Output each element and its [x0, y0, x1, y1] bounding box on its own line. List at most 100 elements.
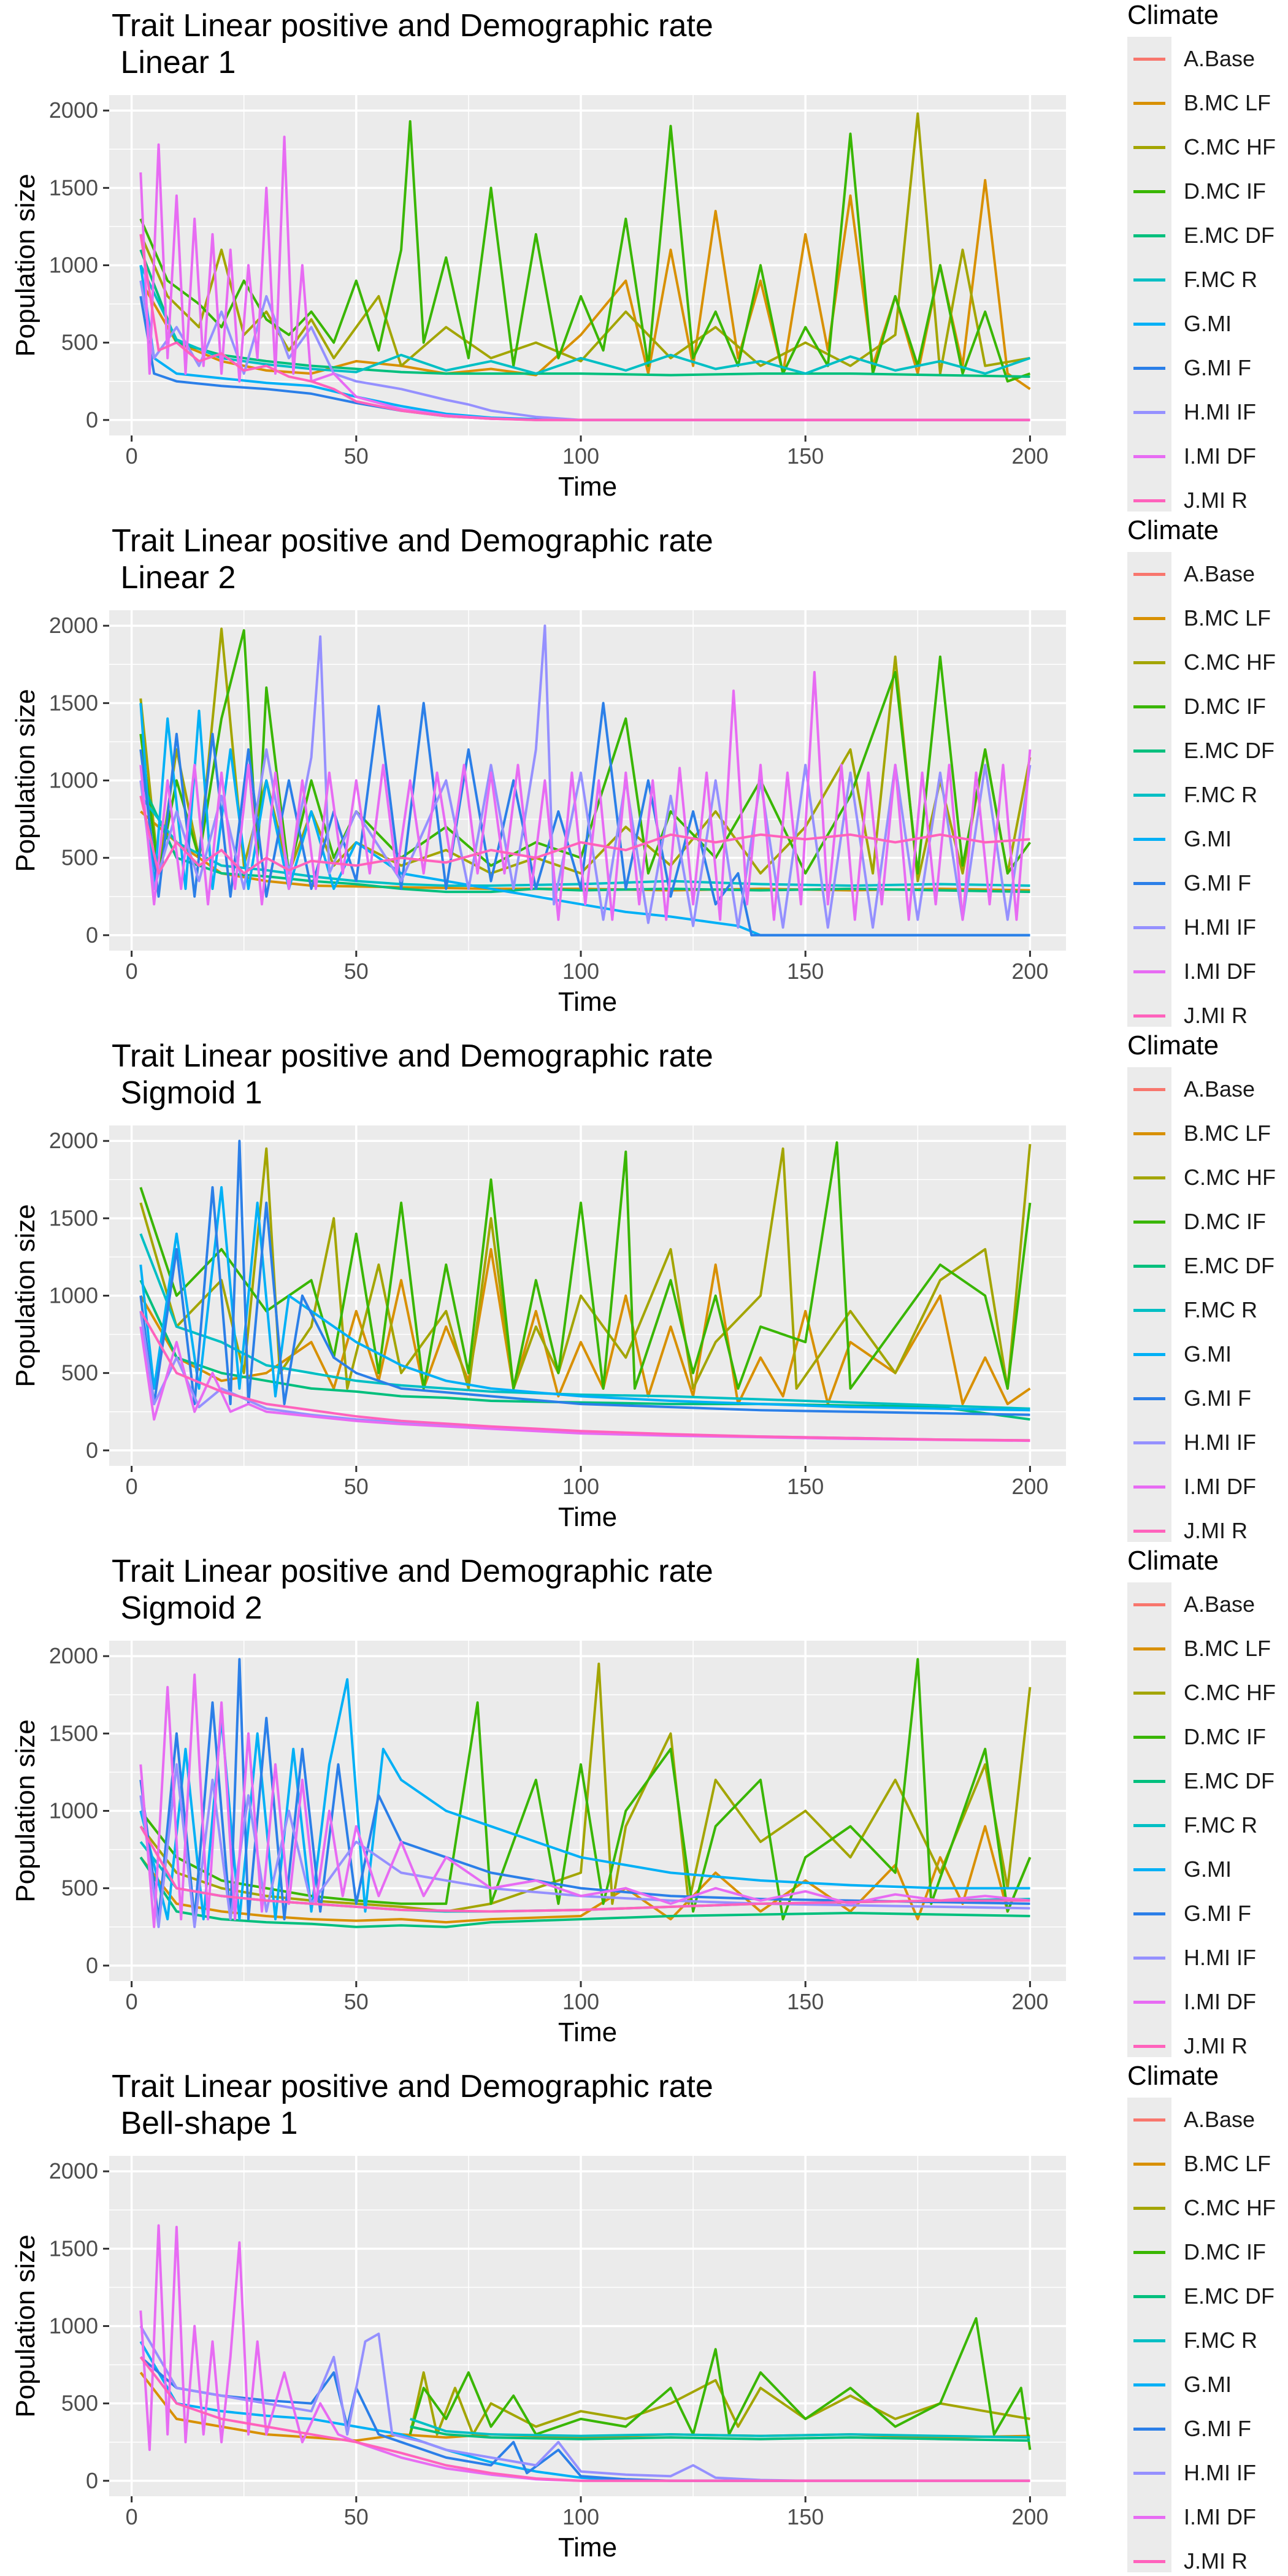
- legend-item: B.MC LF: [1127, 81, 1288, 125]
- legend-key-line: [1133, 1780, 1165, 1783]
- legend-key: [1127, 2495, 1171, 2539]
- legend-item: B.MC LF: [1127, 1627, 1288, 1671]
- legend-key-line: [1133, 367, 1165, 370]
- legend-item: J.MI R: [1127, 2024, 1288, 2057]
- legend-label: I.MI DF: [1184, 2504, 1256, 2529]
- legend-key-line: [1133, 411, 1165, 414]
- legend-key: [1127, 1627, 1171, 1671]
- chart-title: Trait Linear positive and Demographic ra…: [112, 523, 713, 596]
- legend-label: G.MI F: [1184, 1386, 1251, 1411]
- x-tick-label: 0: [126, 443, 138, 469]
- chart-panel: 0 50 100 150 200 0 500 1000 1500 2000 Time Populati…: [0, 1030, 1288, 1546]
- x-tick-label: 0: [126, 1474, 138, 1499]
- legend-item: D.MC IF: [1127, 1200, 1288, 1244]
- legend-key-line: [1133, 970, 1165, 973]
- legend-item: I.MI DF: [1127, 2495, 1288, 2539]
- x-tick-label: 200: [1011, 959, 1048, 984]
- legend-key-line: [1133, 2339, 1165, 2342]
- legend-item: B.MC LF: [1127, 2142, 1288, 2186]
- legend-key: [1127, 81, 1171, 125]
- legend-label: B.MC LF: [1184, 605, 1271, 631]
- y-tick-label: 1500: [49, 1720, 98, 1746]
- legend-key: [1127, 1156, 1171, 1200]
- legend-item: A.Base: [1127, 552, 1288, 596]
- legend-key: [1127, 773, 1171, 817]
- chart-title: Trait Linear positive and Demographic ra…: [112, 1038, 713, 1111]
- line-chart: 0 50 100 150 2000500100015002000TimePopulati…: [10, 95, 1066, 502]
- chart-panel: 0 50 100 150 200 0 500 1000 1500 2000 Time Populati…: [0, 515, 1288, 1030]
- legend-label: H.MI IF: [1184, 2460, 1256, 2485]
- legend-item: F.MC R: [1127, 1803, 1288, 1847]
- legend-key-line: [1133, 1397, 1165, 1400]
- legend-title: Climate: [1127, 515, 1219, 545]
- legend-item: G.MI: [1127, 817, 1288, 861]
- series-line-d-mc-if: [139, 629, 1032, 875]
- series-line-b-mc-lf: [139, 178, 1031, 390]
- y-tick-label: 1000: [49, 2313, 98, 2339]
- legend-key-line: [1133, 617, 1165, 620]
- y-tick-label: 1000: [49, 768, 98, 793]
- legend-item: E.MC DF: [1127, 213, 1288, 258]
- legend-key-line: [1133, 2207, 1165, 2210]
- series-line-d-mc-if: [139, 120, 1031, 383]
- legend-item: H.MI IF: [1127, 1420, 1288, 1465]
- chart-title: Trait Linear positive and Demographic ra…: [112, 1554, 713, 1626]
- legend-key: [1127, 258, 1171, 302]
- legend-label: J.MI R: [1184, 2548, 1248, 2573]
- legend: Climate A.Base B.MC LF C.MC HF D.MC IF E.MC D…: [1127, 515, 1288, 1027]
- x-axis-label: Time: [558, 1502, 617, 1532]
- y-axis-label: Population size: [10, 689, 40, 872]
- x-tick-label: 100: [562, 443, 599, 469]
- legend-title: Climate: [1127, 1546, 1219, 1576]
- legend-label: H.MI IF: [1184, 914, 1256, 940]
- legend-key-line: [1133, 2472, 1165, 2475]
- y-tick-label: 1500: [49, 175, 98, 200]
- legend-label: H.MI IF: [1184, 1430, 1256, 1455]
- legend-key: [1127, 1200, 1171, 1244]
- legend-key-line: [1133, 1176, 1165, 1179]
- chart-panel: 0 50 100 150 200 0 500 1000 1500 2000 Time Populati…: [0, 0, 1288, 515]
- y-tick-label: 0: [86, 1953, 98, 1978]
- legend-key-line: [1133, 234, 1165, 237]
- legend-key-line: [1133, 2163, 1165, 2166]
- series-line-d-mc-if: [408, 2317, 1032, 2450]
- legend-label: I.MI DF: [1184, 443, 1256, 469]
- series-line-e-mc-df: [139, 1857, 1030, 1928]
- legend-key-line: [1133, 1132, 1165, 1135]
- legend-key-line: [1133, 2560, 1165, 2563]
- legend-label: D.MC IF: [1184, 2239, 1266, 2264]
- series-line-i-mi-df: [139, 1673, 1030, 1928]
- legend-key: [1127, 2230, 1171, 2274]
- legend-label: G.MI: [1184, 311, 1232, 336]
- series-line-e-mc-df: [139, 780, 1030, 894]
- legend-key: [1127, 2363, 1171, 2407]
- series-line-c-mc-hf: [408, 2371, 1030, 2436]
- legend-item: C.MC HF: [1127, 1156, 1288, 1200]
- x-tick-label: 50: [344, 1989, 369, 2014]
- legend-key: [1127, 1288, 1171, 1332]
- legend-key: [1127, 905, 1171, 949]
- legend-label: A.Base: [1184, 1076, 1255, 1102]
- legend-label: G.MI: [1184, 826, 1232, 851]
- legend-key-line: [1133, 323, 1165, 326]
- series-line-j-mi-r: [139, 234, 1030, 421]
- legend-item: I.MI DF: [1127, 1980, 1288, 2024]
- legend-key-line: [1133, 2516, 1165, 2519]
- x-tick-label: 150: [787, 1474, 824, 1499]
- legend-item: G.MI F: [1127, 1892, 1288, 1936]
- y-tick-label: 0: [86, 407, 98, 432]
- x-tick-label: 150: [787, 959, 824, 984]
- chart-panel: 0 50 100 150 200 0 500 1000 1500 2000 Time Populati…: [0, 1546, 1288, 2061]
- x-axis-label: Time: [558, 472, 617, 502]
- legend-key-line: [1133, 1603, 1165, 1606]
- legend-key: [1127, 1803, 1171, 1847]
- legend-key-line: [1133, 1868, 1165, 1871]
- legend-key: [1127, 1376, 1171, 1420]
- x-tick-label: 0: [126, 959, 138, 984]
- legend-item: H.MI IF: [1127, 905, 1288, 949]
- legend-item: A.Base: [1127, 1582, 1288, 1627]
- y-tick-label: 1000: [49, 1283, 98, 1308]
- legend-item: G.MI F: [1127, 2407, 1288, 2451]
- legend-label: G.MI F: [1184, 1901, 1251, 1926]
- legend-key: [1127, 684, 1171, 729]
